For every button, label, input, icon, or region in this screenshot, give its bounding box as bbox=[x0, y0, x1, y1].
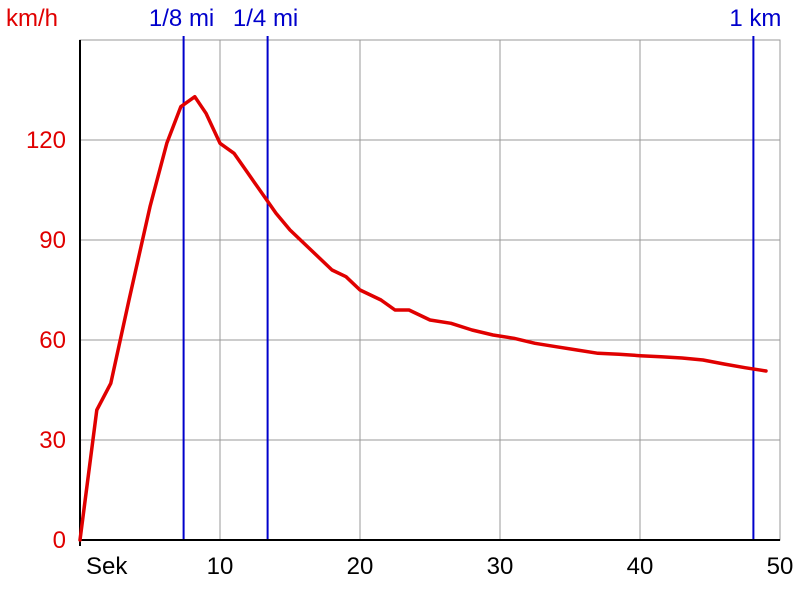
x-tick-label: 30 bbox=[487, 553, 514, 580]
series-layer bbox=[78, 94, 768, 542]
x-tick-label: 10 bbox=[207, 553, 234, 580]
speed-series-line bbox=[78, 94, 768, 542]
y-tick-label: 0 bbox=[53, 527, 66, 554]
y-tick-label: 120 bbox=[26, 127, 66, 154]
x-tick-label: 20 bbox=[347, 553, 374, 580]
distance-marker-label: 1/4 mi bbox=[233, 5, 298, 32]
y-tick-label: 90 bbox=[39, 227, 66, 254]
distance-markers bbox=[182, 36, 755, 540]
y-tick-label: 30 bbox=[39, 427, 66, 454]
x-axis-label: Sek bbox=[86, 553, 128, 580]
x-tick-label: 50 bbox=[767, 553, 794, 580]
plot-frame bbox=[79, 39, 781, 541]
distance-marker-label: 1/8 mi bbox=[149, 5, 214, 32]
y-axis-label: km/h bbox=[6, 5, 58, 32]
x-tick-label: 40 bbox=[627, 553, 654, 580]
labels: km/h Sek 0 30 60 90 120 10 20 30 40 50 1/8 mi 1/4 m… bbox=[6, 5, 793, 580]
y-tick-label: 60 bbox=[39, 327, 66, 354]
grid bbox=[79, 39, 781, 541]
distance-marker-label: 1 km bbox=[729, 5, 781, 32]
axes bbox=[79, 40, 780, 546]
